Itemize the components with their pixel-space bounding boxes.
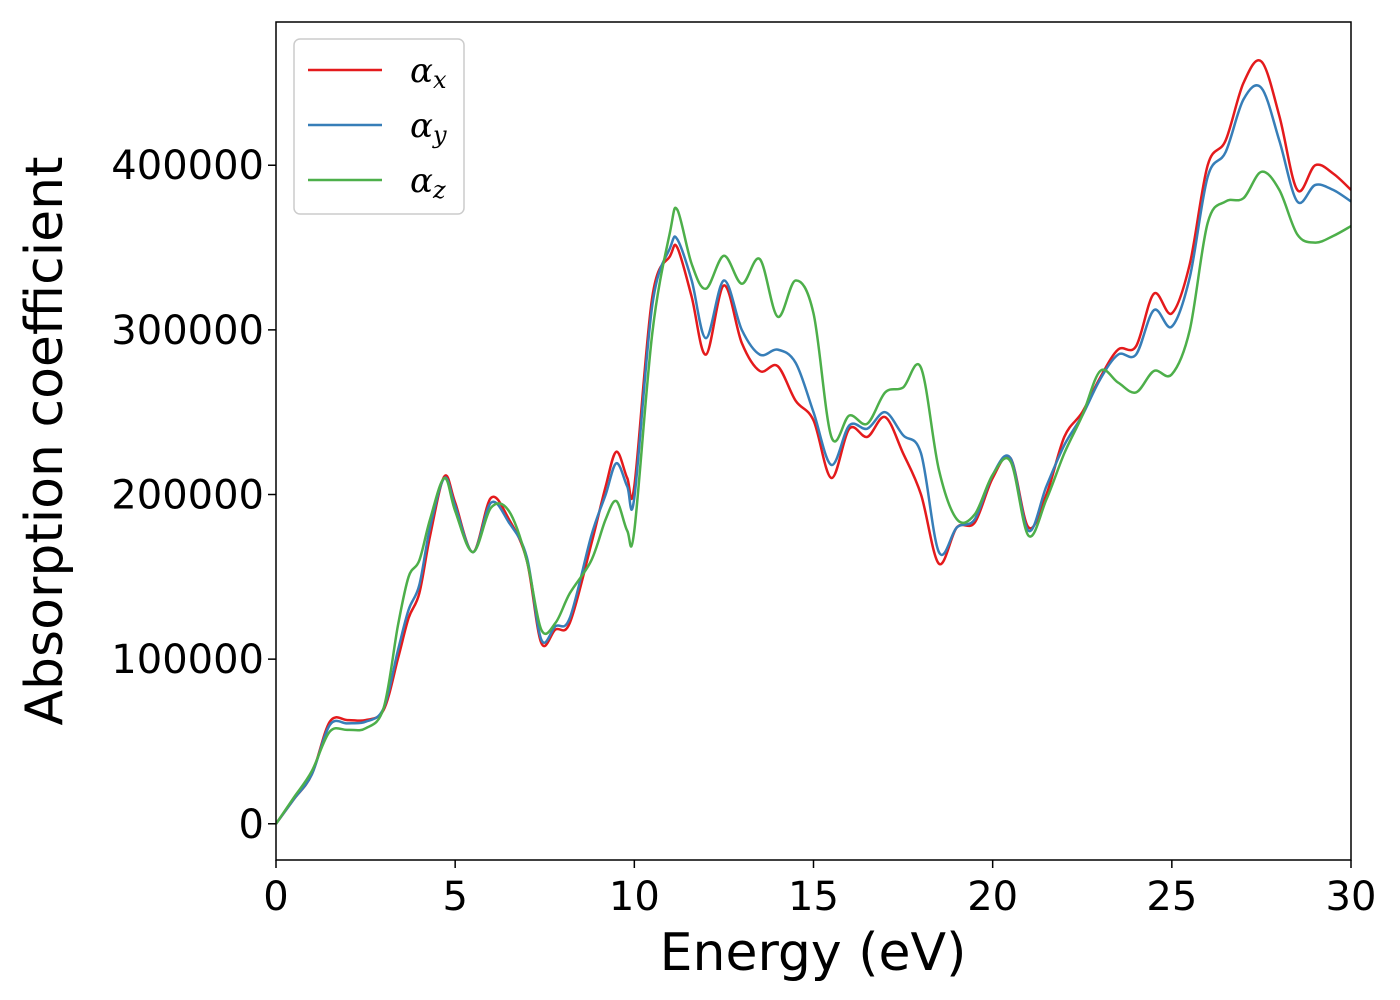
series-line-x <box>276 59 1351 825</box>
legend: αx αy αz <box>293 38 465 215</box>
y-tick-label: 200000 <box>111 473 264 519</box>
x-tick-label: 20 <box>967 874 1018 920</box>
legend-box <box>293 38 465 215</box>
series-line-z <box>276 170 1351 825</box>
x-tick-label: 15 <box>788 874 839 920</box>
legend-label-y: αy <box>410 106 447 149</box>
y-tick-label: 0 <box>239 802 264 848</box>
y-axis-label: Absorption coefficient <box>15 156 75 725</box>
legend-label-x: αx <box>410 51 447 94</box>
x-tick-label: 25 <box>1146 874 1197 920</box>
x-axis-ticks: 0 5 10 15 20 25 30 <box>263 860 1376 920</box>
y-tick-label: 300000 <box>111 308 264 354</box>
legend-label-z: αz <box>410 161 446 204</box>
x-axis-label: Energy (eV) <box>660 923 967 983</box>
y-tick-label: 100000 <box>111 637 264 683</box>
plot-lines <box>276 59 1351 825</box>
x-tick-label: 10 <box>609 874 660 920</box>
x-tick-label: 30 <box>1326 874 1377 920</box>
x-tick-label: 5 <box>442 874 467 920</box>
y-axis-ticks: 0 100000 200000 300000 400000 <box>111 143 276 848</box>
y-tick-label: 400000 <box>111 143 264 189</box>
x-tick-label: 0 <box>263 874 288 920</box>
